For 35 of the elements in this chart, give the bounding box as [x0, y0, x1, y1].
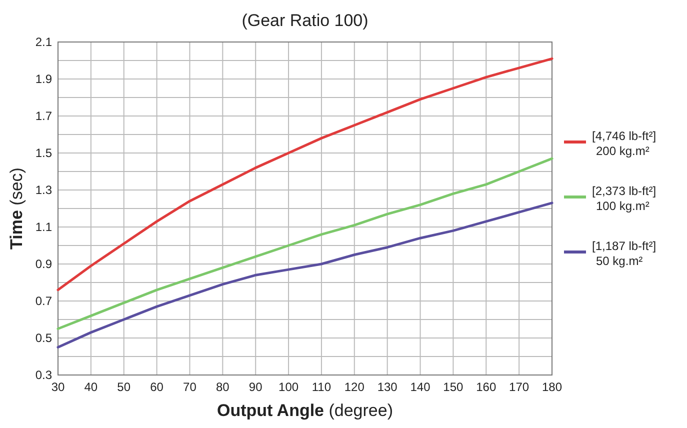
- x-tick-label: 150: [443, 380, 464, 394]
- x-tick-label: 130: [377, 380, 398, 394]
- x-tick-label: 120: [344, 380, 365, 394]
- x-tick-label: 180: [542, 380, 562, 394]
- x-tick-label: 70: [183, 380, 197, 394]
- y-tick-label: 1.3: [35, 183, 52, 197]
- y-tick-label: 1.9: [35, 72, 52, 86]
- line-series: [56, 202, 554, 348]
- y-tick-label: 1.7: [35, 109, 52, 123]
- x-tick-label: 100: [278, 380, 299, 394]
- line-series: [56, 157, 554, 330]
- x-tick-label: 110: [312, 380, 332, 394]
- x-tick-label: 60: [150, 380, 164, 394]
- x-axis-title: Output Angle (degree): [217, 401, 393, 420]
- legend-label: [1,187 lb-ft²] 50 kg.m²: [592, 239, 656, 268]
- legend-label: [2,373 lb-ft²] 100 kg.m²: [592, 184, 656, 213]
- x-tick-label: 170: [509, 380, 530, 394]
- y-tick-label: 0.9: [35, 257, 52, 271]
- y-tick-label: 2.1: [35, 35, 52, 49]
- y-tick-label: 0.3: [35, 368, 52, 382]
- x-tick-label: 90: [248, 380, 263, 394]
- y-axis-title: Time (sec): [7, 168, 26, 250]
- y-tick-label: 0.5: [35, 331, 52, 345]
- x-tick-label: 80: [216, 380, 230, 394]
- y-tick-label: 1.5: [35, 146, 52, 160]
- x-tick-label: 30: [51, 380, 65, 394]
- y-tick-label: 0.7: [35, 294, 52, 308]
- legend-label: [4,746 lb-ft²] 200 kg.m²: [592, 129, 656, 158]
- x-tick-label: 140: [410, 380, 431, 394]
- x-tick-label: 40: [84, 380, 98, 394]
- x-tick-label: 160: [476, 380, 496, 394]
- line-series: [56, 57, 554, 292]
- x-tick-label: 50: [117, 380, 131, 394]
- chart-title: (Gear Ratio 100): [242, 11, 368, 30]
- y-tick-label: 1.1: [35, 220, 52, 234]
